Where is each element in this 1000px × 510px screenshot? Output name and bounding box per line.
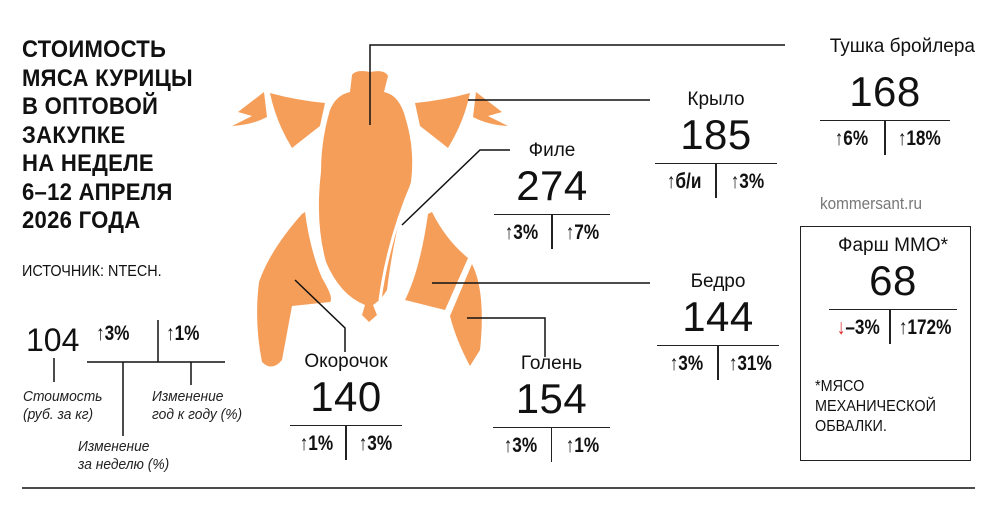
thigh-block: Бедро 144 ↑3% ↑31%	[657, 271, 779, 380]
caption-line: год к году (%)	[152, 406, 243, 423]
thigh-week: ↑3%	[669, 352, 703, 375]
caption-line: Стоимость	[23, 388, 103, 405]
chicken-body	[318, 71, 413, 322]
legend-value-caption: Стоимость (руб. за кг)	[23, 388, 102, 424]
caption-line: Изменение	[78, 438, 150, 455]
thigh-year: ↑31%	[728, 352, 772, 375]
caption-line: Изменение	[152, 388, 224, 405]
fillet-year: ↑7%	[565, 221, 600, 244]
legend-year-change: ↑1%	[166, 322, 200, 345]
legend-week-caption: Изменение за неделю (%)	[78, 438, 169, 474]
mince-year: ↑172%	[898, 316, 952, 339]
leg-quarter-block: Окорочок 140 ↑1% ↑3%	[290, 351, 402, 460]
wing-label: Крыло	[687, 89, 745, 110]
fillet-block: Филе 274 ↑3% ↑7%	[494, 140, 610, 249]
fillet-week: ↑3%	[504, 221, 539, 244]
source-note: ИСТОЧНИК: NTECH.	[22, 263, 162, 280]
chicken-drumstick	[450, 264, 482, 366]
title-line: СТОИМОСТЬ	[22, 36, 167, 63]
mince-footnote: *МЯСО МЕХАНИЧЕСКОЙ ОБВАЛКИ.	[815, 377, 936, 437]
mince-label: Фарш ММО*	[838, 235, 948, 256]
drumstick-label: Голень	[520, 353, 583, 374]
thigh-label: Бедро	[690, 271, 746, 292]
title-line: МЯСА КУРИЦЫ	[22, 64, 193, 92]
carcass-label: Тушка бройлера	[829, 36, 975, 57]
wing-week: ↑б/и	[666, 170, 702, 193]
legend-year-caption: Изменение год к году (%)	[152, 388, 242, 424]
title-line: НА НЕДЕЛЕ	[22, 150, 154, 177]
drumstick-year: ↑1%	[565, 434, 599, 457]
leg-quarter-week: ↑1%	[299, 432, 334, 455]
wing-block: Крыло 185 ↑б/и ↑3%	[655, 89, 777, 198]
drumstick-price: 154	[515, 375, 588, 422]
mince-price: 68	[869, 257, 917, 304]
leader-carcass	[369, 44, 785, 125]
title-line: 2026 ГОДА	[22, 207, 141, 234]
footnote-line: *МЯСО	[815, 378, 865, 395]
title-line: В ОПТОВОЙ	[22, 93, 159, 120]
carcass-year: ↑18%	[897, 127, 941, 150]
leader-fillet	[401, 149, 510, 226]
footnote-line: МЕХАНИЧЕСКОЙ	[815, 398, 936, 415]
legend-week-change: ↑3%	[96, 322, 130, 345]
wing-price: 185	[680, 111, 752, 158]
thigh-price: 144	[682, 293, 754, 340]
fillet-label: Филе	[528, 140, 576, 161]
chicken-right-wing-tip	[473, 92, 508, 126]
carcass-week: ↑6%	[834, 127, 868, 150]
page-title: СТОИМОСТЬ МЯСА КУРИЦЫ В ОПТОВОЙ ЗАКУПКЕ …	[22, 36, 193, 236]
mince-block: Фарш ММО* 68 ↓–3% ↑172%	[829, 235, 957, 344]
chicken-left-wing-tip	[232, 92, 267, 126]
leader-leg-quarter	[294, 279, 346, 352]
legend-value: 104	[26, 322, 80, 358]
carcass-block: 168 ↑6% ↑18%	[820, 68, 950, 155]
mince-week: –3%	[845, 316, 880, 339]
carcass-price: 168	[849, 68, 921, 115]
caption-line: (руб. за кг)	[23, 406, 94, 423]
footnote-line: ОБВАЛКИ.	[815, 418, 887, 435]
title-line: ЗАКУПКЕ	[22, 121, 126, 149]
fillet-price: 274	[516, 162, 588, 209]
down-arrow-icon: ↓	[836, 316, 846, 339]
chicken-right-wing	[415, 93, 470, 148]
drumstick-block: Голень 154 ↑3% ↑1%	[493, 353, 610, 462]
leg-quarter-year: ↑3%	[358, 432, 393, 455]
mince-box: Фарш ММО* 68 ↓–3% ↑172% *МЯСО МЕХАНИЧЕСКО…	[800, 226, 971, 461]
leg-quarter-label: Окорочок	[304, 351, 388, 372]
wing-year: ↑3%	[731, 170, 765, 193]
leg-quarter-price: 140	[310, 373, 382, 420]
chicken-left-leg	[257, 212, 331, 367]
chicken-left-wing	[270, 93, 325, 148]
site-name: kommersant.ru	[820, 194, 923, 213]
caption-line: за неделю (%)	[78, 456, 170, 473]
chicken-thigh	[405, 212, 468, 310]
drumstick-week: ↑3%	[504, 434, 538, 457]
title-line: 6–12 АПРЕЛЯ	[22, 178, 173, 206]
leader-drumstick	[467, 317, 546, 357]
